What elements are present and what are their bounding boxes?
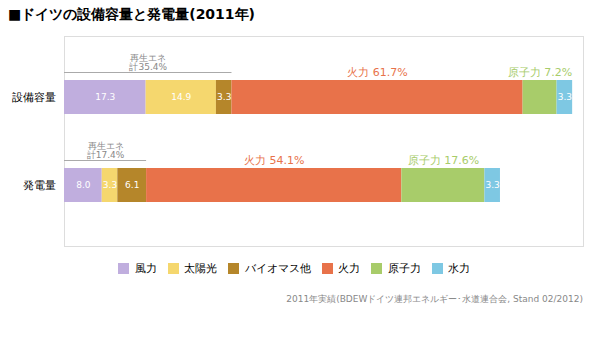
svg-text:再生エネ計17.4%: 再生エネ計17.4% [87,141,125,160]
html-text:バイオマス他: バイオマス他 [244,262,311,275]
svg-text:火力 61.7%: 火力 61.7% [347,66,407,79]
svg-text:3.3: 3.3 [558,92,572,102]
html-text:風力: 風力 [134,262,157,275]
html-text:2011年実績(BDEWドイツ連邦エネルギー･水道連合会,: 2011年実績(BDEWドイツ連邦エネルギー･水道連合会, Stand 02/2… [286,293,583,304]
svg-text:再生エネ計35.4%: 再生エネ計35.4% [129,53,167,72]
svg-text:6.1: 6.1 [125,180,139,190]
html-text:原子力: 原子力 [387,262,421,275]
svg-text:8.0: 8.0 [76,180,91,190]
html-text:太陽光: 太陽光 [184,262,217,275]
html-text:■ドイツの設備容量と発電量(2011年): ■ドイツの設備容量と発電量(2011年) [8,6,255,22]
html-text:火力: 火力 [338,262,360,275]
html-text:水力: 水力 [448,262,470,275]
svg-text:3.3: 3.3 [486,180,500,190]
svg-text:原子力 7.2%: 原子力 7.2% [508,66,572,79]
svg-text:発電量: 発電量 [23,179,56,192]
svg-text:3.3: 3.3 [217,92,231,102]
svg-text:3.3: 3.3 [103,180,117,190]
svg-text:設備容量: 設備容量 [12,91,56,104]
svg-text:火力 54.1%: 火力 54.1% [244,154,304,167]
svg-text:原子力 17.6%: 原子力 17.6% [408,154,479,167]
svg-text:14.9: 14.9 [171,92,191,102]
svg-text:17.3: 17.3 [95,92,115,102]
